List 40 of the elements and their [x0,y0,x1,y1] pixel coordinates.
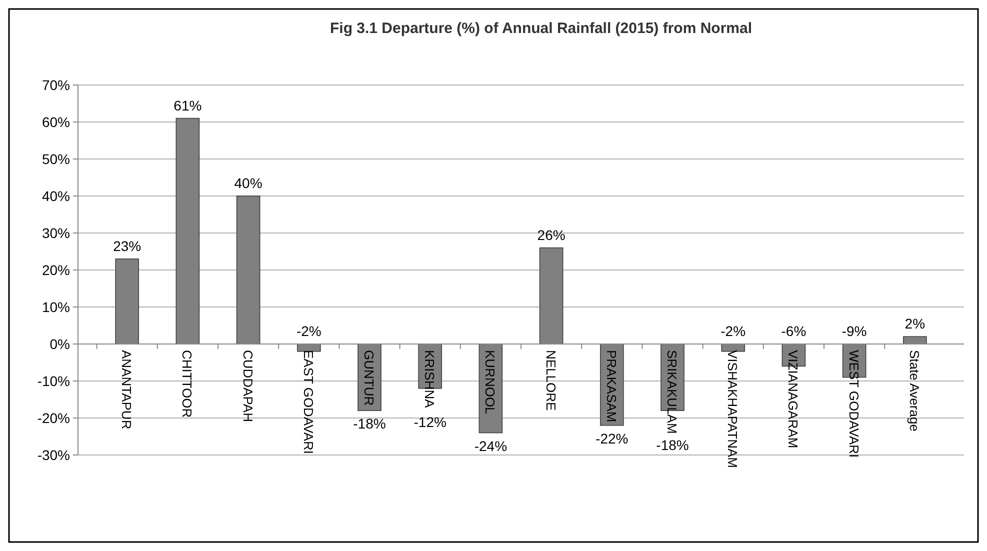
y-tick-label: 70% [42,76,70,93]
x-tick-label: KURNOOL [482,350,498,414]
data-label: -2% [296,323,322,339]
y-tick-label: -30% [37,446,70,463]
x-tick-label: CUDDAPAH [240,350,256,422]
x-tick-label: CHITTOOR [180,350,195,418]
x-tick-label: VIZIANAGARAM [786,350,801,448]
x-tick-label: SRIKAKULAM [664,350,680,434]
y-tick-label: 20% [42,262,70,278]
data-label: -6% [781,323,806,339]
data-label: -12% [414,414,446,430]
x-tick-label: WEST GODAVARI [846,350,862,458]
data-label: -2% [720,323,746,339]
data-label: 26% [537,226,566,243]
data-label: -9% [842,323,867,339]
data-label: 2% [904,316,926,332]
x-tick-label: EAST GODAVARI [300,350,316,454]
x-tick-label: VISHAKHAPATNAM [725,350,740,468]
y-tick-label: 30% [42,224,70,241]
y-tick-label: -20% [37,410,70,426]
data-label: -18% [656,437,689,453]
y-tick-label: 0% [50,336,70,352]
x-tick-label: NELLORE [543,350,558,412]
x-tick-label: KRISHNA [422,350,438,408]
x-tick-label: PRAKASAM [604,350,619,422]
x-tick-label: GUNTUR [361,350,376,406]
data-label: -22% [596,430,628,446]
data-label: 61% [174,97,202,114]
y-tick-label: 50% [42,150,70,167]
data-label: -24% [474,438,508,454]
y-tick-label: 10% [42,298,70,315]
y-tick-label: 40% [42,188,70,204]
x-tick-label: State Average [906,350,922,432]
data-label: -18% [353,416,386,432]
y-tick-label: -10% [37,372,70,389]
x-tick-label: ANANTAPUR [119,350,134,430]
data-label: 23% [113,238,142,254]
chart-title: Fig 3.1 Departure (%) of Annual Rainfall (2015) from Normal [330,20,752,37]
y-tick-label: 60% [42,114,70,130]
data-label: 40% [234,175,262,191]
